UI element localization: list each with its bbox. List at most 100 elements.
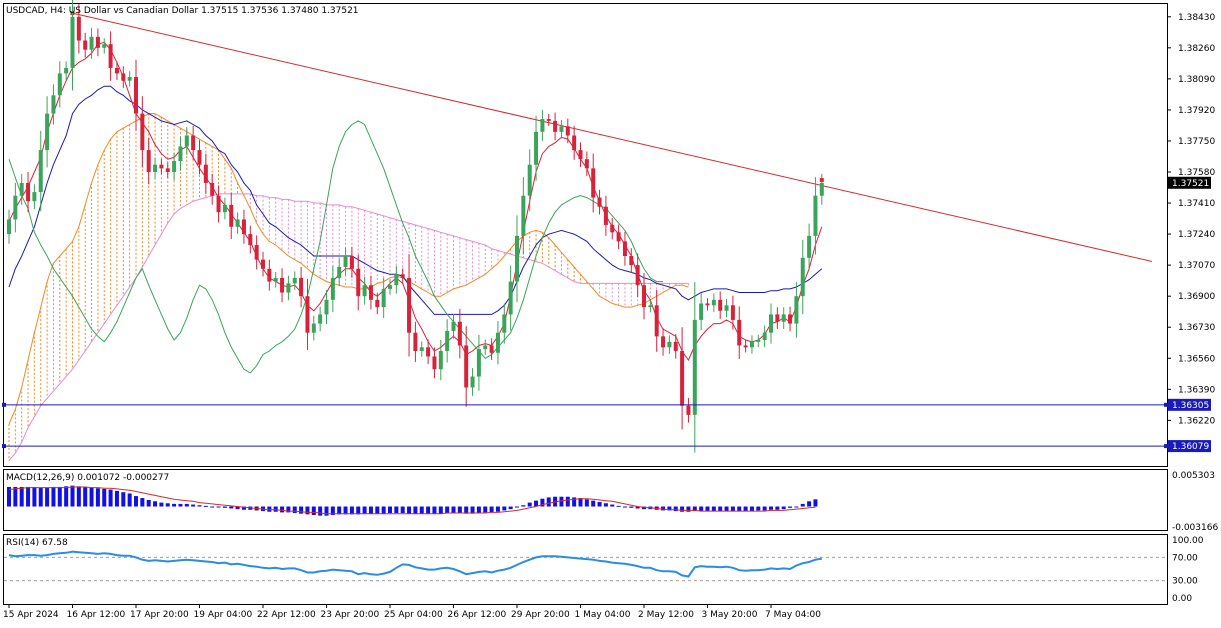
macd-histogram-bar [299,506,304,514]
candle-body [432,356,437,370]
macd-histogram-bar [407,506,412,514]
candle-body [57,73,62,96]
candle-body [153,164,158,172]
macd-histogram-bar [527,502,532,507]
macd-histogram-bar [159,502,164,507]
candle-body [451,321,456,331]
candle-body [673,341,678,351]
macd-histogram-bar [680,506,685,512]
candle-body [622,241,627,256]
candle-body [102,44,107,48]
candle-body [191,135,196,151]
macd-histogram-bar [286,506,291,513]
candle-body [584,159,589,169]
candle-body [559,126,564,132]
y-tick-label: 1.36730 [1178,323,1215,333]
candle-body [210,182,215,196]
macd-histogram-bar [540,498,545,507]
candle-body [114,67,119,74]
candle-body [248,234,253,246]
candle-body [788,314,793,324]
level-price-tag [1168,398,1211,411]
macd-histogram-bar [241,506,246,510]
rsi-line [8,550,822,578]
macd-histogram-bar [622,506,627,508]
macd-histogram-bar [718,506,723,512]
macd-histogram-bar [705,506,710,512]
macd-histogram-bar [794,506,799,508]
x-tick-label: 25 Apr 04:00 [384,610,443,620]
candle-body [718,299,723,311]
macd-histogram-bar [102,488,107,507]
y-tick-label: 1.37580 [1178,168,1215,178]
macd-histogram-bar [356,506,361,515]
candle-body [229,204,234,227]
macd-histogram-bar [591,500,596,507]
x-tick-label: 2 May 12:00 [638,610,694,620]
macd-histogram-bar [64,486,69,507]
macd-histogram-bar [121,492,126,507]
macd-histogram-bar [749,506,754,512]
candle-body [591,168,596,198]
macd-histogram-bar [534,500,539,507]
macd-title: MACD(12,26,9) 0.001072 -0.000277 [6,473,169,483]
y-tick-label: 1.36560 [1178,354,1215,364]
candlesticks [7,0,824,453]
macd-histogram-bar [114,490,119,507]
candle-body [553,120,558,132]
candle-body [597,197,602,207]
macd-histogram-bar [305,506,310,515]
macd-histogram-bar [292,506,297,514]
macd-histogram-bar [89,487,94,507]
macd-histogram-bar [388,506,392,514]
candle-body [635,265,640,286]
y-tick-label: 1.37070 [1178,261,1215,271]
candle-body [775,314,780,322]
macd-histogram-bar [457,506,462,514]
macd-histogram-bar [515,506,519,508]
candle-body [330,277,335,300]
macd-histogram-bar [178,503,183,507]
y-tick-label: 1.37240 [1178,230,1215,240]
candle-body [299,277,304,297]
y-tick-label: 1.36220 [1178,416,1215,426]
candle-body [178,146,183,162]
macd-histogram-bar [673,506,678,512]
candle-body [819,182,824,196]
candle-body [781,314,786,322]
candle-body [343,256,348,267]
candle-body [711,299,716,306]
macd-histogram-bar [813,499,818,507]
macd-histogram-bar [153,501,158,507]
candle-body [324,299,329,315]
axes: 1.38430 1.38260 1.38090 1.37920 1.37750 1.375… [3,13,1215,620]
macd-histogram-bar [724,506,729,512]
rsi-y-tick-label: 70.00 [1172,553,1198,563]
macd-histogram-bar [45,487,50,507]
candle-body [76,16,81,41]
candle-body [610,224,615,233]
candle-body [642,285,646,308]
candle-body [38,150,43,193]
candle-body [280,277,285,293]
price-pane[interactable] [3,3,1168,467]
macd-histogram-bar [692,506,697,512]
macd-histogram-bar [273,506,278,512]
macd-pane[interactable] [3,469,1168,531]
level-anchor-right [1164,444,1168,449]
candle-body [629,256,634,266]
rsi-y-tick-label: 30.00 [1172,577,1198,587]
candle-body [603,206,608,225]
macd-histogram-bar [203,505,208,507]
candle-body [318,314,323,324]
macd-histogram-bar [432,506,437,514]
x-tick-label: 26 Apr 12:00 [448,610,507,620]
rsi-pane[interactable] [3,534,1168,605]
candle-body [756,340,761,342]
macd-histogram-bar [711,506,716,512]
y-tick-label: 1.38090 [1178,75,1215,85]
candle-body [64,67,69,74]
ichimoku-cloud [8,113,689,461]
senkou-span-a [8,113,689,425]
